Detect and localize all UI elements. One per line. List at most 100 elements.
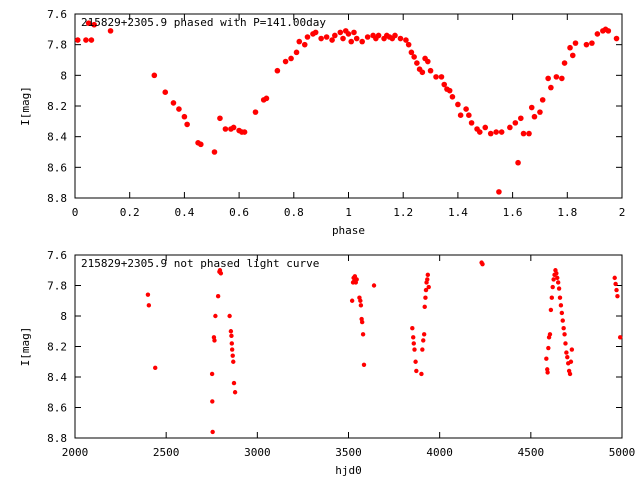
y-axis-label: I[mag] [19,327,32,367]
data-point [548,307,554,313]
data-point [545,75,551,82]
x-tick-label: 0.6 [229,206,249,219]
data-point [594,31,601,37]
data-point [83,37,89,43]
data-point [425,277,430,282]
data-point [554,271,559,276]
y-tick-label: 8.2 [47,100,67,113]
data-point [438,74,445,80]
data-point [375,32,382,39]
data-point [354,277,359,282]
data-point [556,286,562,291]
data-point [557,295,563,300]
data-point [425,272,431,278]
data-point [198,141,204,148]
x-axis-ticks: 2000 2500 3000 3500 4000 4500 5000 [62,255,635,459]
data-points [74,20,620,195]
data-point [561,60,568,66]
data-point [457,112,464,118]
data-point [232,390,238,395]
data-point [222,126,229,132]
y-tick-label: 8 [60,310,67,323]
data-point [420,347,425,352]
data-point [427,67,434,74]
data-point [405,41,412,48]
data-point [515,159,521,166]
data-point [589,40,595,46]
data-point [274,67,281,74]
data-point [227,313,232,319]
data-point [348,38,355,45]
x-tick-label: 2 [619,206,626,219]
data-point [518,115,524,122]
data-point [231,380,237,386]
data-point [421,332,427,337]
data-point [176,106,182,112]
data-point [358,303,364,308]
data-point [558,303,564,308]
x-tick-label: 0.4 [174,206,194,219]
data-point [614,287,619,293]
data-point [567,371,573,377]
data-point [493,129,499,135]
data-point [293,49,300,56]
data-point [487,130,494,137]
data-point [153,365,158,371]
y-axis-label: I[mag] [19,86,32,126]
data-point [218,271,224,276]
data-point [433,74,439,80]
data-point [230,124,237,131]
data-point [349,298,355,303]
data-point [332,32,338,39]
y-tick-label: 8 [60,69,67,82]
data-point [550,284,555,290]
data-point [217,115,223,122]
data-point [512,120,519,126]
data-point [555,280,561,285]
data-point [421,338,426,343]
data-point [282,58,289,65]
data-point [560,318,565,323]
data-point [563,341,568,346]
x-tick-label: 3000 [244,446,271,459]
data-point [569,52,576,59]
x-tick-label: 2500 [153,446,180,459]
data-point [455,101,461,108]
data-point [231,359,236,364]
data-point [371,283,377,288]
data-point [353,35,360,42]
y-tick-label: 8.8 [47,192,67,205]
data-point [252,109,259,115]
data-point [410,326,415,331]
data-point [612,275,617,281]
data-point [546,345,551,351]
data-point [210,429,215,435]
data-point [107,28,114,34]
data-point [466,112,472,118]
data-point [551,277,556,282]
data-points [145,260,623,435]
data-point [414,60,420,66]
y-tick-label: 8.8 [47,432,67,445]
data-point [480,261,485,267]
data-point [482,124,489,131]
data-point [397,35,404,42]
plot-frame [74,254,623,439]
data-point [403,37,409,43]
data-point [411,335,416,340]
data-point [419,69,426,76]
data-point [553,74,560,80]
data-point [304,34,311,40]
y-tick-label: 7.6 [47,8,67,21]
data-point [74,37,81,43]
x-tick-label: 3500 [335,446,362,459]
data-point [312,29,319,36]
data-point [545,370,550,375]
data-point [476,129,483,135]
data-point [567,44,573,51]
y-tick-label: 7.8 [47,280,67,293]
chart-title: 215829+2305.9 phased with P=141.00day [81,16,326,29]
data-point [562,332,567,337]
